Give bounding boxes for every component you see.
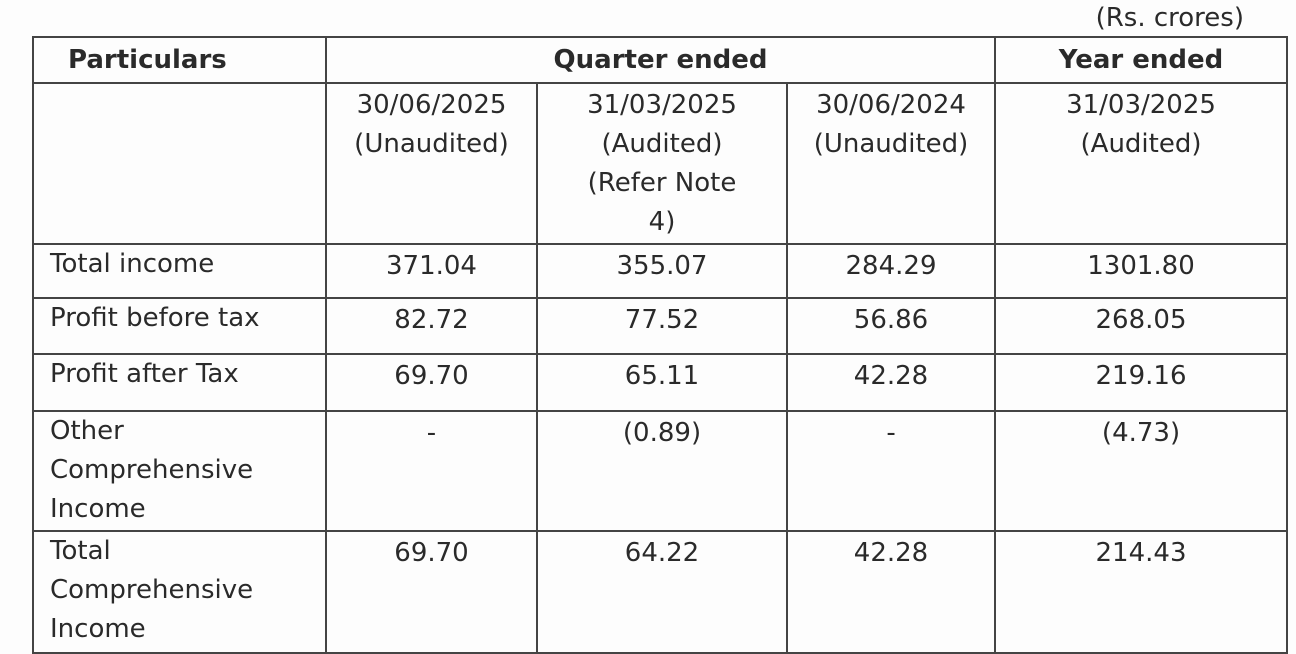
value-cell: 69.70 — [325, 353, 538, 412]
header-cell: Particulars — [32, 36, 327, 84]
header-cell: Quarter ended — [324, 36, 997, 84]
value-cell: (0.89) — [536, 410, 788, 532]
period-note: (Refer Note 4) — [587, 168, 737, 237]
period-status: (Audited) — [601, 129, 723, 159]
period-status: (Audited) — [1080, 129, 1202, 159]
value-cell: (4.73) — [994, 410, 1289, 532]
value-cell: 214.43 — [994, 530, 1289, 654]
period-date: 30/06/2024 — [816, 90, 966, 120]
value-cell: 65.11 — [536, 353, 788, 412]
header-row: Particulars Quarter ended Year ended — [32, 36, 1289, 84]
value-cell: 64.22 — [536, 530, 788, 654]
value-cell: 371.04 — [325, 243, 538, 299]
period-status: (Unaudited) — [354, 129, 509, 159]
unit-note: (Rs. crores) — [1095, 3, 1244, 33]
value-cell: 268.05 — [994, 297, 1289, 355]
value-cell: 219.16 — [994, 353, 1289, 412]
period-date: 31/03/2025 — [587, 90, 737, 120]
period-status: (Unaudited) — [813, 129, 969, 159]
value-cell: - — [325, 410, 538, 532]
data-row: Other Comprehensive Income - (0.89) - (4.73) — [32, 410, 1289, 532]
period-cell: 30/06/2024 (Unaudited) — [785, 82, 997, 245]
period-cell: 31/03/2025 (Audited) (Refer Note 4) — [536, 82, 788, 245]
value-cell: 56.86 — [785, 297, 997, 355]
row-label: Total Comprehensive Income — [32, 530, 327, 654]
period-cell: 30/06/2025 (Unaudited) — [325, 82, 538, 245]
value-cell: 355.07 — [536, 243, 788, 299]
value-cell: - — [785, 410, 997, 532]
period-date: 31/03/2025 — [1066, 90, 1216, 120]
results-table: Particulars Quarter ended Year ended 30/… — [32, 36, 1289, 654]
period-date: 30/06/2025 — [356, 90, 507, 120]
data-row: Total income 371.04 355.07 284.29 1301.80 — [32, 243, 1289, 299]
data-row: Profit before tax 82.72 77.52 56.86 268.05 — [32, 297, 1289, 355]
row-label: Other Comprehensive Income — [32, 410, 327, 532]
row-label: Profit after Tax — [32, 353, 327, 412]
value-cell: 82.72 — [325, 297, 538, 355]
period-cell: 31/03/2025 (Audited) — [994, 82, 1289, 245]
value-cell: 42.28 — [785, 530, 997, 654]
row-label: Total income — [32, 243, 327, 299]
value-cell: 77.52 — [536, 297, 788, 355]
value-cell: 42.28 — [785, 353, 997, 412]
row-label: Profit before tax — [32, 297, 327, 355]
data-row: Profit after Tax 69.70 65.11 42.28 219.16 — [32, 353, 1289, 412]
header-cell: Year ended — [994, 36, 1289, 84]
data-row: Total Comprehensive Income 69.70 64.22 42.2… — [32, 530, 1289, 654]
value-cell: 1301.80 — [994, 243, 1289, 299]
period-row: 30/06/2025 (Unaudited) 31/03/2025 (Audited… — [32, 82, 1289, 245]
value-cell: 69.70 — [325, 530, 538, 654]
empty-cell — [32, 82, 327, 245]
value-cell: 284.29 — [785, 243, 997, 299]
